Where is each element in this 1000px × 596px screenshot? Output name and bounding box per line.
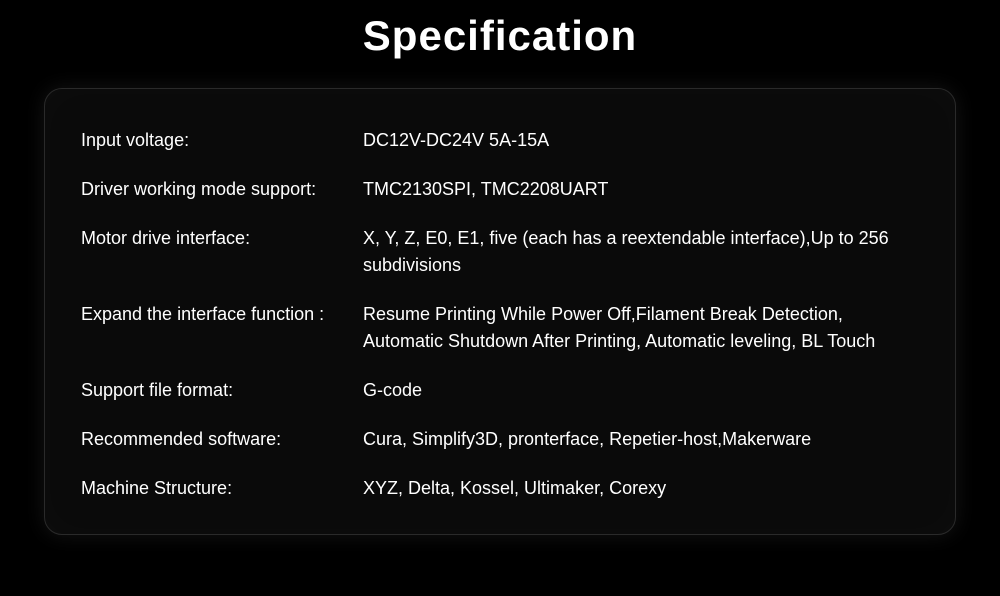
spec-label: Input voltage: bbox=[81, 127, 363, 154]
spec-row: Expand the interface function : Resume P… bbox=[81, 301, 919, 355]
specification-panel: Input voltage: DC12V-DC24V 5A-15A Driver… bbox=[44, 88, 956, 535]
spec-value: Cura, Simplify3D, pronterface, Repetier-… bbox=[363, 426, 919, 453]
spec-row: Driver working mode support: TMC2130SPI,… bbox=[81, 176, 919, 203]
spec-label: Expand the interface function : bbox=[81, 301, 363, 355]
spec-row: Motor drive interface: X, Y, Z, E0, E1, … bbox=[81, 225, 919, 279]
spec-label: Support file format: bbox=[81, 377, 363, 404]
spec-value: DC12V-DC24V 5A-15A bbox=[363, 127, 919, 154]
spec-row: Support file format: G-code bbox=[81, 377, 919, 404]
spec-label: Machine Structure: bbox=[81, 475, 363, 502]
spec-value: Resume Printing While Power Off,Filament… bbox=[363, 301, 919, 355]
spec-value: XYZ, Delta, Kossel, Ultimaker, Corexy bbox=[363, 475, 919, 502]
spec-value: TMC2130SPI, TMC2208UART bbox=[363, 176, 919, 203]
spec-value: X, Y, Z, E0, E1, five (each has a reexte… bbox=[363, 225, 919, 279]
spec-row: Input voltage: DC12V-DC24V 5A-15A bbox=[81, 127, 919, 154]
spec-value: G-code bbox=[363, 377, 919, 404]
spec-label: Driver working mode support: bbox=[81, 176, 363, 203]
spec-row: Machine Structure: XYZ, Delta, Kossel, U… bbox=[81, 475, 919, 502]
spec-row: Recommended software: Cura, Simplify3D, … bbox=[81, 426, 919, 453]
spec-label: Recommended software: bbox=[81, 426, 363, 453]
page-title: Specification bbox=[0, 0, 1000, 88]
spec-label: Motor drive interface: bbox=[81, 225, 363, 279]
